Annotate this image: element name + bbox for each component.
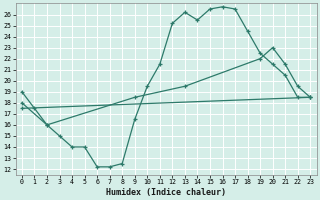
X-axis label: Humidex (Indice chaleur): Humidex (Indice chaleur) xyxy=(106,188,226,197)
